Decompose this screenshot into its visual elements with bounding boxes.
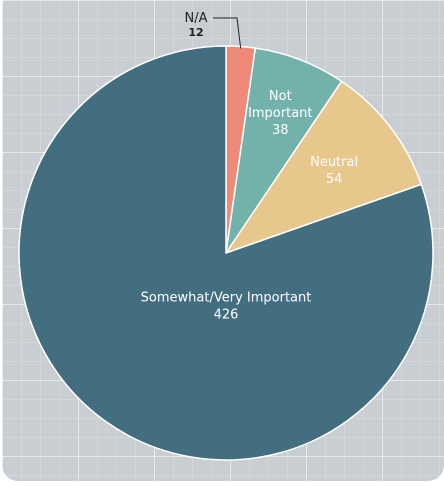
slice-label-neutral: Neutral: [310, 155, 358, 170]
slice-label-n-a: N/A: [185, 11, 208, 26]
pie-slices: [19, 46, 433, 460]
callout-line-n-a: [213, 18, 241, 49]
slice-value-n-a: 12: [188, 26, 203, 39]
slice-label-not-important: Important: [248, 106, 312, 121]
slice-value-neutral: 54: [326, 172, 343, 187]
slice-value-not-important: 38: [272, 123, 289, 138]
slice-label-somewhat-very-important: Somewhat/Very Important: [141, 291, 312, 306]
slice-value-somewhat-very-important: 426: [214, 308, 239, 323]
slice-label-not-important: Not: [269, 89, 292, 104]
